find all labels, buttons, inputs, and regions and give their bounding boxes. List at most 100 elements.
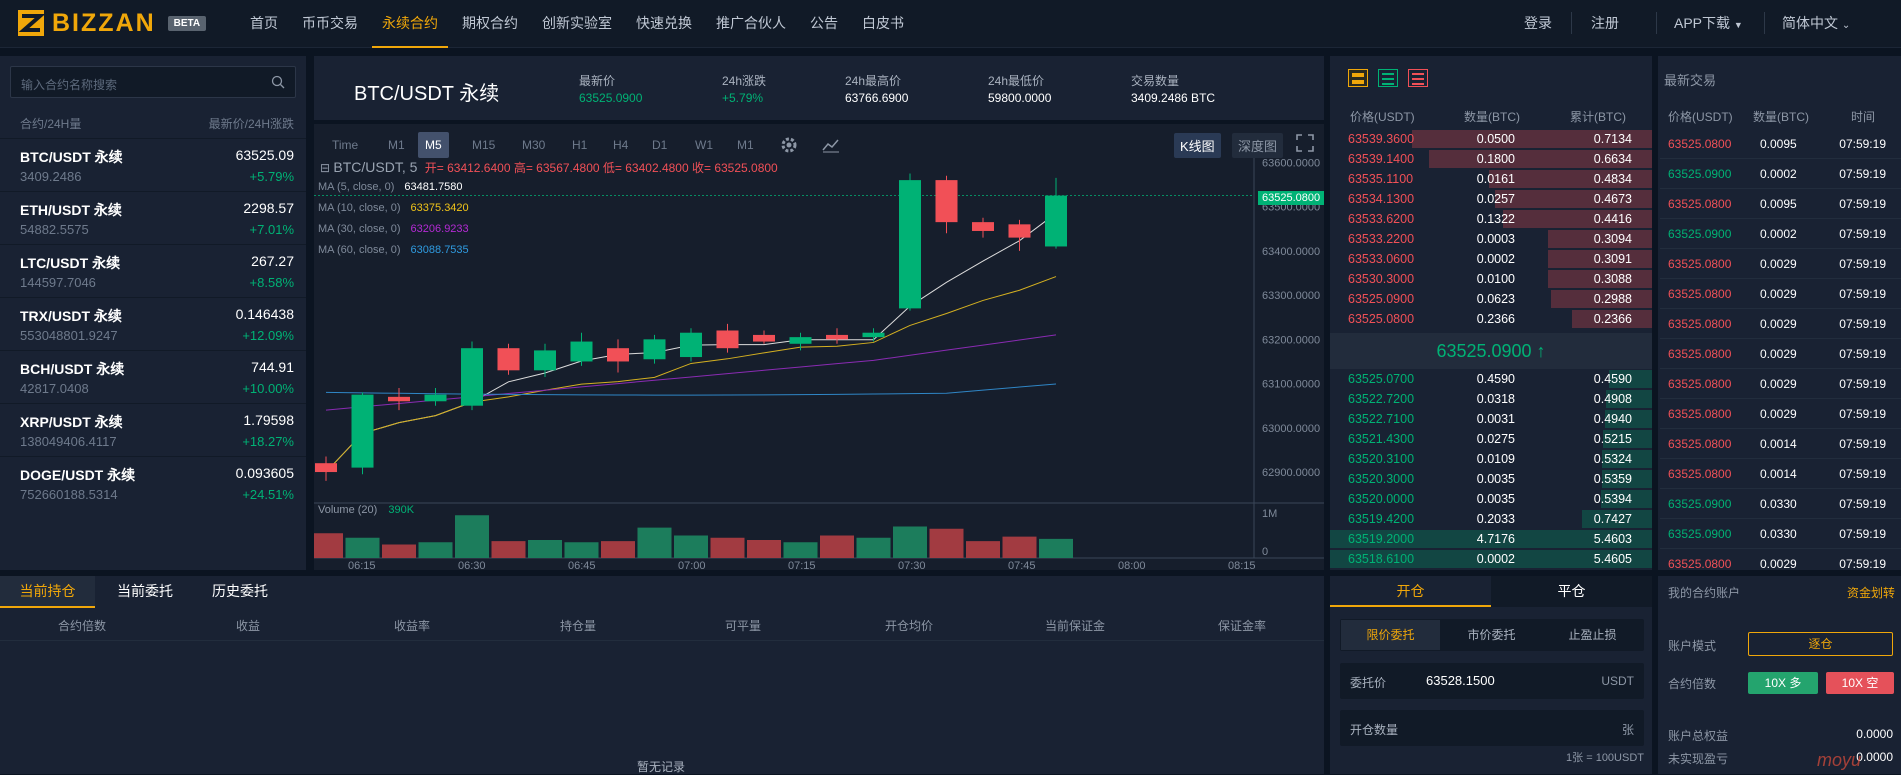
trade-price: 63525.0900 [1668,227,1732,241]
nav-lab[interactable]: 创新实验室 [542,15,612,31]
ask-row[interactable]: 63525.0900 0.0623 0.2988 [1330,289,1652,309]
bid-row[interactable]: 63519.4200 0.2033 0.7427 [1330,509,1652,529]
ma-value: 63375.3420 [410,202,469,214]
candle-body [351,394,374,468]
nav-perpetual[interactable]: 永续合约 [372,0,448,48]
ask-row[interactable]: 63539.1400 0.1800 0.6634 [1330,149,1652,169]
bid-row[interactable]: 63520.3000 0.0035 0.5359 [1330,469,1652,489]
register-link[interactable]: 注册 [1591,15,1619,31]
trades-panel [1658,56,1901,570]
ask-row[interactable]: 63539.3600 0.0500 0.7134 [1330,129,1652,149]
interval-h4[interactable]: H4 [613,138,629,152]
market-row[interactable]: DOGE/USDT 永续 752660188.5314 0.093605 +24.51… [0,456,306,509]
nav-whitepaper[interactable]: 白皮书 [862,15,904,31]
market-row[interactable]: BCH/USDT 永续 42817.0408 744.91 +10.00% [0,350,306,403]
interval-m30[interactable]: M30 [522,138,546,152]
market-row[interactable]: LTC/USDT 永续 144597.7046 267.27 +8.58% [0,244,306,297]
interval-m1[interactable]: M1 [388,138,405,152]
depth-bar [1572,310,1652,328]
interval-w1[interactable]: W1 [695,138,713,152]
transfer-link[interactable]: 资金划转 [1846,586,1895,600]
ob-amount: 0.0318 [1476,392,1515,406]
depth-bar [1494,190,1652,208]
account-mode-button[interactable]: 逐仓 [1748,632,1893,656]
interval-d1[interactable]: D1 [652,138,668,152]
nav-spot[interactable]: 币币交易 [302,15,358,31]
interval-h1[interactable]: H1 [572,138,588,152]
gear-icon[interactable] [779,135,799,155]
logo[interactable]: BIZZAN BETA [16,8,207,38]
order-type-stop[interactable]: 止盈止损 [1568,628,1617,642]
ask-row[interactable]: 63525.0800 0.2366 0.2366 [1330,309,1652,329]
nav-options[interactable]: 期权合约 [462,15,518,31]
trade-amount: 0.0029 [1760,317,1797,331]
symbol-title: BTC/USDT 永续 [354,83,500,105]
tab-current-positions[interactable]: 当前持仓 [0,576,95,608]
bid-row[interactable]: 63521.4300 0.0275 0.5215 [1330,429,1652,449]
ask-row[interactable]: 63535.1100 0.0161 0.4834 [1330,169,1652,189]
orderbook-mode-bids-icon[interactable] [1378,69,1398,87]
tab-order-history[interactable]: 历史委托 [212,583,268,599]
price-input[interactable]: 委托价 63528.1500 USDT [1340,663,1644,699]
depth-tab[interactable]: 深度图 [1232,133,1284,158]
trade-amount: 0.0095 [1760,137,1797,151]
interval-m15[interactable]: M15 [472,138,496,152]
market-row[interactable]: TRX/USDT 永续 553048801.9247 0.146438 +12.09% [0,297,306,350]
app-download[interactable]: APP下载 ▼ [1674,0,1743,48]
ask-row[interactable]: 63533.6200 0.1322 0.4416 [1330,209,1652,229]
quantity-input[interactable]: 开仓数量 张 [1340,710,1644,746]
ob-price: 63522.7100 [1348,412,1415,426]
nav-partner[interactable]: 推广合伙人 [716,15,786,31]
tab-close[interactable]: 平仓 [1491,576,1652,607]
bid-row[interactable]: 63522.7100 0.0031 0.4940 [1330,409,1652,429]
ticker-value-change: +5.79% [722,91,764,105]
search-icon[interactable] [271,75,285,89]
order-type-limit[interactable]: 限价委托 [1341,620,1440,650]
interval-m1[interactable]: M1 [737,138,754,152]
indicator-icon[interactable] [822,136,840,154]
interval-time[interactable]: Time [332,138,359,152]
market-row[interactable]: XRP/USDT 永续 138049406.4117 1.79598 +18.27% [0,403,306,456]
bid-row[interactable]: 63519.2000 4.7176 5.4603 [1330,529,1652,549]
fullscreen-icon[interactable] [1296,134,1314,152]
candle-body [1045,195,1067,247]
search-input[interactable]: 输入合约名称搜索 [10,66,296,98]
trade-amount: 0.0014 [1760,437,1797,451]
ask-row[interactable]: 63530.3000 0.0100 0.3088 [1330,269,1652,289]
ask-row[interactable]: 63533.0600 0.0002 0.3091 [1330,249,1652,269]
trade-amount: 0.0014 [1760,467,1797,481]
market-row[interactable]: ETH/USDT 永续 54882.5575 2298.57 +7.01% [0,191,306,244]
language-select[interactable]: 简体中文 ⌄ [1782,0,1850,48]
bid-row[interactable]: 63520.3100 0.0109 0.5324 [1330,449,1652,469]
candlestick-chart[interactable]: 63600.000063500.000063400.000063300.0000… [314,158,1324,570]
tab-open[interactable]: 开仓 [1330,576,1491,607]
ob-price: 63535.1100 [1348,172,1414,186]
tab-current-orders[interactable]: 当前委托 [117,583,173,599]
leverage-short-button[interactable]: 10X 空 [1826,672,1894,694]
nav-home[interactable]: 首页 [250,15,278,31]
interval-m5[interactable]: M5 [418,132,449,158]
collapse-icon[interactable]: ⊟ [320,161,331,175]
leverage-long-button[interactable]: 10X 多 [1748,672,1818,694]
nav-swap[interactable]: 快速兑换 [636,15,692,31]
ob-col-total: 累计(BTC) [1570,110,1626,124]
depth-bar [1582,510,1652,528]
x-tick-label: 07:30 [898,560,926,570]
bid-row[interactable]: 63520.0000 0.0035 0.5394 [1330,489,1652,509]
orderbook-mode-asks-icon[interactable] [1408,69,1428,87]
bid-row[interactable]: 63522.7200 0.0318 0.4908 [1330,389,1652,409]
ask-row[interactable]: 63534.1300 0.0257 0.4673 [1330,189,1652,209]
nav-notice[interactable]: 公告 [810,15,838,31]
chart-symbol: BTC/USDT, 5 [333,159,418,175]
bid-row[interactable]: 63518.6100 0.0002 5.4605 [1330,549,1652,569]
ma-legend-row: MA (30, close, 0) 63206.9233 [318,223,469,235]
order-type-market[interactable]: 市价委托 [1467,628,1516,642]
login-link[interactable]: 登录 [1524,15,1552,31]
market-row[interactable]: BTC/USDT 永续 3409.2486 63525.09 +5.79% [0,138,306,191]
orderbook-panel [1330,56,1652,570]
bid-row[interactable]: 63525.0700 0.4590 0.4590 [1330,369,1652,389]
ask-row[interactable]: 63533.2200 0.0003 0.3094 [1330,229,1652,249]
orderbook-mode-both-icon[interactable] [1348,69,1368,87]
kline-tab[interactable]: K线图 [1174,133,1221,158]
ob-price: 63520.3100 [1348,452,1415,466]
